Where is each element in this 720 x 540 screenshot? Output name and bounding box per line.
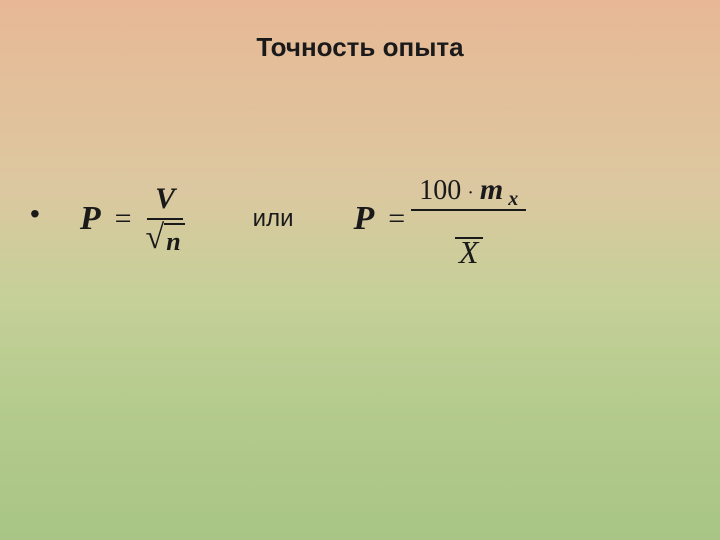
- formula1-denominator: √ n: [138, 220, 193, 257]
- sqrt-sign: √: [146, 221, 165, 255]
- variable-X: X: [459, 240, 479, 266]
- formula1-numerator: V: [147, 182, 183, 220]
- sqrt-content: n: [164, 223, 184, 257]
- formula1-lhs: P: [80, 200, 101, 238]
- formula-2: P = 100 · m x X: [353, 173, 526, 266]
- bullet-point: •: [30, 198, 40, 230]
- subscript-x: x: [508, 188, 518, 211]
- multiply-dot: ·: [467, 182, 474, 205]
- formula-group: P = V √ n или P = 100: [80, 173, 526, 266]
- formula2-numerator: 100 · m x: [411, 173, 526, 211]
- formula2-lhs: P: [353, 200, 374, 238]
- or-text: или: [253, 205, 294, 233]
- formula-1: P = V √ n: [80, 182, 193, 257]
- slide-content: • P = V √ n или P =: [0, 173, 720, 266]
- const-100: 100: [419, 175, 461, 207]
- formula1-fraction: V √ n: [138, 182, 193, 257]
- x-bar: X: [455, 237, 483, 266]
- formula2-equals: =: [388, 202, 405, 236]
- variable-m: m: [480, 173, 503, 207]
- formula1-equals: =: [115, 202, 132, 236]
- variable-V: V: [155, 182, 175, 215]
- formula2-fraction: 100 · m x X: [411, 173, 526, 266]
- slide-title: Точность опыта: [0, 0, 720, 63]
- sqrt-wrap: √ n: [146, 223, 185, 257]
- formula2-denominator: X: [447, 211, 491, 266]
